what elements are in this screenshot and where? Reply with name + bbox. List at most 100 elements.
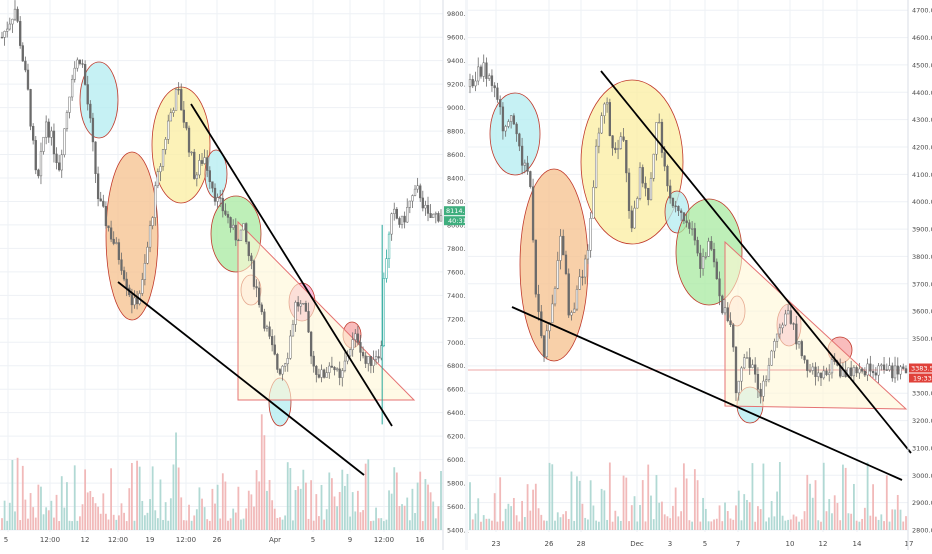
candle-body	[52, 130, 56, 155]
volume-bar	[24, 499, 27, 530]
candle-body	[553, 288, 557, 305]
volume-bar	[787, 519, 789, 530]
candle-body	[102, 200, 105, 207]
candle-body	[172, 110, 175, 114]
volume-bar	[89, 491, 92, 530]
x-tick-label: 26	[213, 536, 222, 544]
candle-body	[273, 344, 276, 355]
chart-panel-left: 5400.0 5600.0 5800.0 6000.0 6200.0 6400.0 6600…	[0, 0, 470, 550]
plot-background	[0, 0, 443, 532]
candle-body	[406, 207, 409, 223]
candle-body	[806, 359, 809, 371]
candle-body	[770, 350, 773, 366]
volume-bar	[14, 511, 16, 530]
y-tick-label: 8800.0	[447, 128, 470, 136]
candle-body	[784, 313, 787, 326]
candle-body	[765, 379, 768, 382]
volume-bar	[507, 503, 510, 530]
candle-body	[372, 359, 375, 366]
volume-bar	[499, 477, 502, 530]
candle-body	[803, 355, 806, 361]
candle-body	[242, 223, 245, 231]
volume-bar	[488, 518, 491, 530]
volume-bar	[628, 521, 630, 530]
candle-body	[271, 336, 274, 346]
candle-body	[356, 333, 360, 343]
candle-body	[411, 195, 414, 202]
volume-bar	[729, 518, 732, 530]
candle-body	[19, 21, 22, 46]
volume-bar	[894, 509, 896, 530]
volume-bar	[817, 520, 820, 530]
candle-body	[888, 365, 891, 371]
volume-bar	[172, 464, 175, 530]
candle-body	[107, 225, 110, 229]
candle-body	[570, 312, 573, 316]
candle-body	[276, 354, 279, 370]
candle-body	[531, 186, 535, 241]
volume-bar	[8, 502, 11, 530]
candle-body	[434, 213, 437, 215]
candle-body	[501, 106, 505, 132]
candle-body	[141, 279, 144, 294]
volume-bar	[883, 521, 885, 530]
candle-body	[578, 276, 581, 290]
candle-body	[499, 99, 502, 108]
volume-bar	[286, 462, 289, 530]
volume-bar	[398, 506, 401, 530]
candle-body	[229, 217, 232, 228]
volume-bar	[393, 467, 396, 530]
volume-bar	[800, 519, 803, 530]
volume-bar	[795, 516, 798, 530]
candle-body	[432, 213, 435, 218]
candle-body	[338, 368, 341, 378]
candle-body	[718, 278, 721, 297]
candle-body	[636, 198, 639, 209]
volume-bar	[518, 521, 521, 530]
y-tick-label: 5400.0	[447, 527, 470, 535]
candle-body	[712, 249, 716, 263]
candle-body	[520, 145, 524, 166]
volume-bar	[190, 520, 193, 530]
volume-bar	[6, 520, 9, 530]
volume-bar	[271, 500, 274, 530]
volume-bar	[820, 521, 822, 530]
volume-bar	[268, 479, 271, 530]
candle-body	[647, 187, 650, 201]
time-label-box	[444, 216, 466, 226]
y-tick-label: 8200.0	[447, 198, 470, 206]
volume-bar	[367, 459, 370, 530]
volume-bar	[562, 514, 565, 530]
x-tick-label: 23	[492, 540, 501, 548]
candle-body	[320, 369, 323, 378]
volume-bar	[556, 512, 559, 530]
volume-bar	[617, 516, 619, 530]
volume-bar	[776, 491, 779, 530]
candle-body	[330, 365, 334, 368]
circle-cyan	[79, 61, 119, 139]
volume-bar	[292, 520, 294, 530]
volume-bar	[529, 510, 532, 530]
x-tick-label: 28	[577, 540, 586, 548]
volume-bar	[597, 521, 600, 530]
candle-body	[608, 102, 611, 136]
candle-body	[281, 365, 284, 375]
volume-bar	[73, 465, 76, 530]
volume-bar	[863, 507, 866, 530]
volume-bar	[877, 519, 880, 530]
candle-body	[891, 365, 894, 379]
volume-bar	[688, 520, 691, 530]
y-tick-label: 3200.0	[912, 417, 932, 425]
volume-bar	[669, 518, 672, 530]
volume-bar	[149, 499, 151, 530]
candle-body	[649, 178, 653, 201]
candle-body	[109, 227, 113, 240]
volume-bar	[559, 517, 562, 530]
volume-bar	[175, 432, 177, 530]
candle-body	[374, 356, 378, 360]
candle-body	[663, 152, 666, 167]
volume-bar	[724, 502, 726, 530]
volume-bar	[164, 502, 167, 530]
volume-bar	[548, 462, 551, 530]
volume-bar	[86, 492, 89, 530]
